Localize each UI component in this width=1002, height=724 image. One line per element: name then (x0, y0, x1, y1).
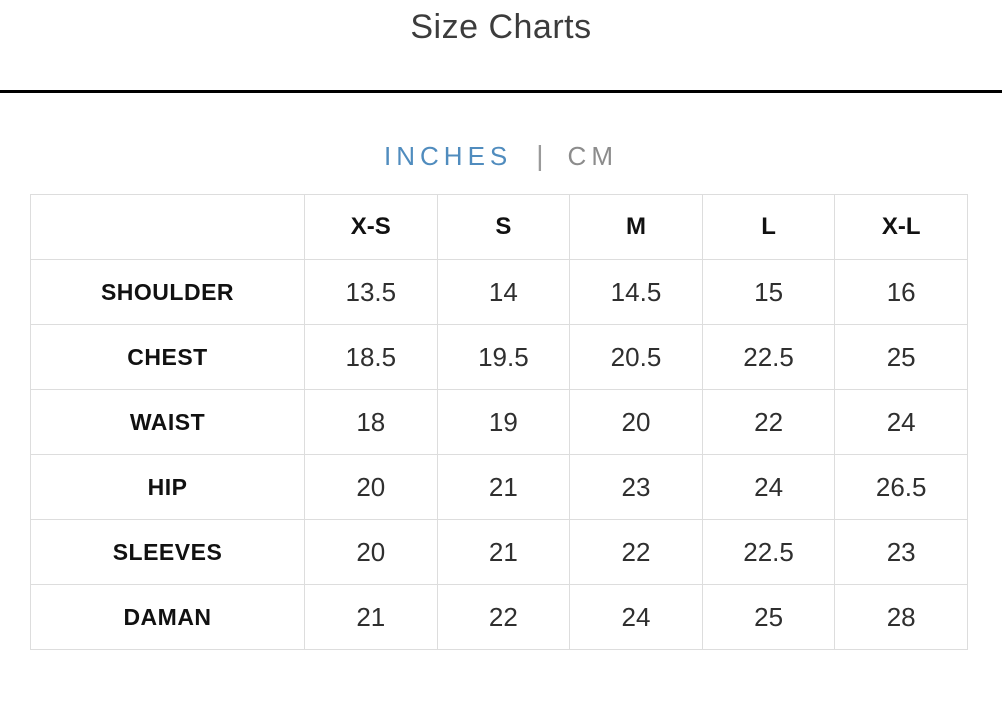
value-cell: 22.5 (701, 519, 836, 585)
value-cell: 24 (701, 454, 836, 520)
table-row-sleeves: SLEEVES 20 21 22 22.5 23 (30, 519, 968, 585)
value-cell: 24 (569, 584, 703, 650)
unit-toggle: INCHES | CM (0, 140, 1002, 172)
row-label: HIP (30, 454, 305, 520)
header-divider (0, 90, 1002, 93)
unit-option-cm[interactable]: CM (567, 140, 618, 171)
value-cell: 25 (834, 324, 968, 390)
value-cell: 19.5 (436, 324, 571, 390)
value-cell: 21 (436, 519, 571, 585)
row-label: DAMAN (30, 584, 305, 650)
value-cell: 20 (569, 389, 703, 455)
value-cell: 22.5 (701, 324, 836, 390)
value-cell: 24 (834, 389, 968, 455)
value-cell: 22 (436, 584, 571, 650)
value-cell: 20.5 (569, 324, 703, 390)
value-cell: 22 (569, 519, 703, 585)
corner-cell (30, 194, 305, 260)
column-header-xl: X-L (834, 194, 968, 260)
table-row-chest: CHEST 18.5 19.5 20.5 22.5 25 (30, 324, 968, 390)
table-row-hip: HIP 20 21 23 24 26.5 (30, 454, 968, 520)
row-label: WAIST (30, 389, 305, 455)
value-cell: 20 (304, 519, 438, 585)
unit-option-inches[interactable]: INCHES (384, 140, 513, 171)
column-header-xs: X-S (304, 194, 438, 260)
table-header-row: X-S S M L X-L (30, 194, 968, 260)
table-row-daman: DAMAN 21 22 24 25 28 (30, 584, 968, 650)
value-cell: 28 (834, 584, 968, 650)
value-cell: 18.5 (304, 324, 438, 390)
size-chart-table: X-S S M L X-L SHOULDER 13.5 14 14.5 15 1… (30, 194, 968, 650)
value-cell: 22 (701, 389, 836, 455)
value-cell: 25 (701, 584, 836, 650)
value-cell: 14.5 (569, 259, 703, 325)
value-cell: 26.5 (834, 454, 968, 520)
row-label: SHOULDER (30, 259, 305, 325)
value-cell: 20 (304, 454, 438, 520)
value-cell: 23 (834, 519, 968, 585)
value-cell: 14 (436, 259, 571, 325)
value-cell: 13.5 (304, 259, 438, 325)
value-cell: 23 (569, 454, 703, 520)
value-cell: 21 (436, 454, 571, 520)
column-header-s: S (436, 194, 571, 260)
value-cell: 19 (436, 389, 571, 455)
value-cell: 15 (701, 259, 836, 325)
unit-toggle-separator: | (536, 140, 544, 171)
table-row-waist: WAIST 18 19 20 22 24 (30, 389, 968, 455)
row-label: SLEEVES (30, 519, 305, 585)
page-title: Size Charts (410, 8, 592, 46)
column-header-l: L (701, 194, 836, 260)
row-label: CHEST (30, 324, 305, 390)
value-cell: 16 (834, 259, 968, 325)
table-row-shoulder: SHOULDER 13.5 14 14.5 15 16 (30, 259, 968, 325)
value-cell: 21 (304, 584, 438, 650)
value-cell: 18 (304, 389, 438, 455)
column-header-m: M (569, 194, 703, 260)
